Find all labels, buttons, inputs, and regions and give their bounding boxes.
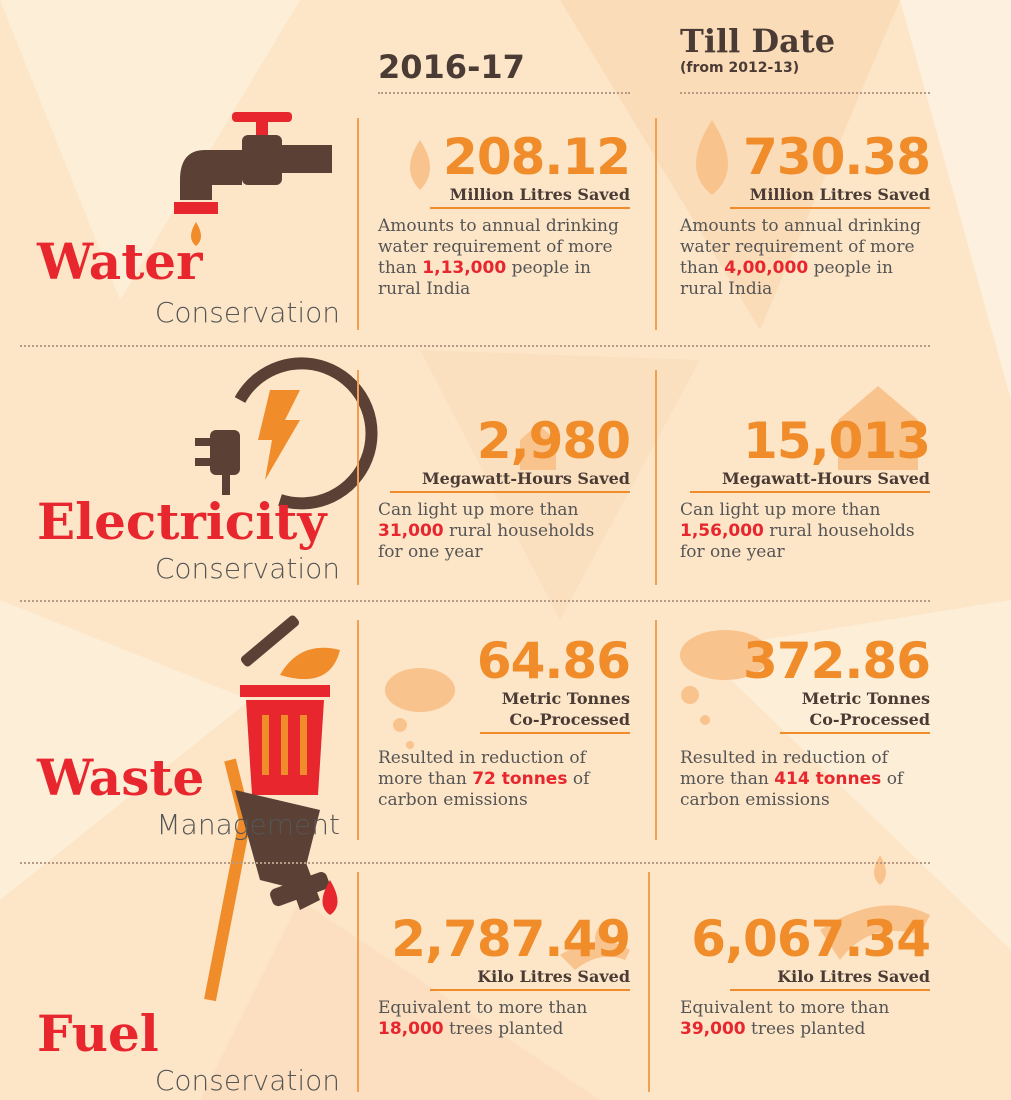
metric-unit: Metric Tonnes Co-Processed (480, 688, 630, 734)
description-highlight: 4,00,000 (724, 258, 809, 278)
metric-description: Can light up more than 1,56,000 rural ho… (680, 500, 925, 563)
metric-description: Can light up more than 31,000 rural hous… (378, 500, 623, 563)
header-rule (378, 92, 630, 94)
till-date-note: (from 2012-13) (680, 60, 800, 76)
metric-value: 372.86 (743, 632, 931, 690)
section-rule (20, 345, 930, 347)
column-divider (357, 620, 359, 840)
section-title: Water (37, 232, 203, 291)
section-title: Fuel (37, 1004, 159, 1063)
metric-value: 208.12 (443, 128, 631, 186)
description-highlight: 1,13,000 (422, 258, 507, 278)
description-text: Can light up more than (680, 500, 881, 520)
metric-value: 2,787.49 (391, 910, 631, 968)
metric-unit: Kilo Litres Saved (430, 966, 630, 991)
description-text: of carbon emissions (680, 769, 904, 810)
description-text: Amounts to annual drinking water require… (378, 216, 619, 278)
metric-unit: Megawatt-Hours Saved (690, 468, 930, 493)
column-divider (648, 872, 650, 1092)
description-text: rural households for one year (680, 521, 915, 562)
section-rule (20, 862, 930, 864)
description-highlight: 72 tonnes (472, 769, 568, 789)
section-subtitle: Conservation (154, 552, 340, 585)
description-text: Resulted in reduction of more than (680, 748, 888, 789)
description-text: people in rural India (378, 258, 591, 299)
column-divider (357, 118, 359, 330)
section-title: Electricity (37, 492, 327, 551)
till-date-header: Till Date (680, 22, 836, 60)
column-divider (357, 370, 359, 585)
metric-description: Amounts to annual drinking water require… (680, 216, 925, 300)
description-text: rural households for one year (378, 521, 595, 562)
metric-description: Amounts to annual drinking water require… (378, 216, 623, 300)
description-highlight: 31,000 (378, 521, 444, 541)
metric-unit: Kilo Litres Saved (730, 966, 930, 991)
description-highlight: 39,000 (680, 1019, 746, 1039)
description-text: Equivalent to more than (378, 998, 588, 1018)
description-highlight: 414 tonnes (774, 769, 882, 789)
description-text: of carbon emissions (378, 769, 590, 810)
description-text: people in rural India (680, 258, 893, 299)
description-text: Can light up more than (378, 500, 579, 520)
column-divider (655, 370, 657, 585)
metric-value: 6,067.34 (691, 910, 931, 968)
description-highlight: 18,000 (378, 1019, 444, 1039)
metric-unit: Metric Tonnes Co-Processed (780, 688, 930, 734)
column-divider (357, 872, 359, 1092)
section-title: Waste (37, 748, 205, 807)
metric-unit: Million Litres Saved (730, 184, 930, 209)
header-rule (680, 92, 930, 94)
column-divider (655, 620, 657, 840)
bin-icon (240, 615, 340, 795)
metric-unit: Megawatt-Hours Saved (390, 468, 630, 493)
metric-value: 730.38 (743, 128, 931, 186)
column-divider (655, 118, 657, 330)
metric-description: Equivalent to more than 39,000 trees pla… (680, 998, 925, 1040)
section-subtitle: Conservation (154, 1064, 340, 1097)
metric-unit: Million Litres Saved (430, 184, 630, 209)
metric-description: Resulted in reduction of more than 72 to… (378, 748, 623, 811)
metric-value: 64.86 (476, 632, 631, 690)
description-text: trees planted (745, 1019, 866, 1039)
metric-description: Resulted in reduction of more than 414 t… (680, 748, 925, 811)
metric-value: 2,980 (476, 412, 631, 470)
description-highlight: 1,56,000 (680, 521, 764, 541)
section-rule (20, 600, 930, 602)
section-subtitle: Conservation (154, 296, 340, 329)
nozzle-icon (204, 758, 338, 1002)
description-text: trees planted (443, 1019, 564, 1039)
description-text: Amounts to annual drinking water require… (680, 216, 921, 278)
metric-value: 15,013 (743, 412, 931, 470)
section-subtitle: Management (156, 808, 340, 841)
period-header: 2016-17 (378, 48, 525, 86)
tap-icon (174, 112, 332, 246)
description-text: Equivalent to more than (680, 998, 890, 1018)
metric-description: Equivalent to more than 18,000 trees pla… (378, 998, 623, 1040)
description-text: Resulted in reduction of more than (378, 748, 586, 789)
plug-icon (195, 357, 378, 510)
